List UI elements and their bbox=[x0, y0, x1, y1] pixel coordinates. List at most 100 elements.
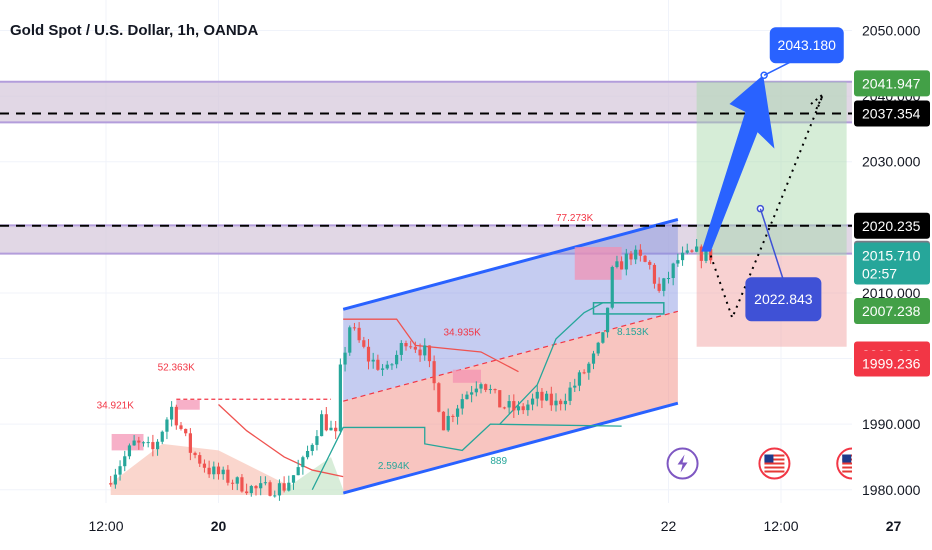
price-tag bbox=[854, 212, 930, 239]
candle-body bbox=[221, 469, 225, 475]
candle-body bbox=[249, 486, 253, 494]
candle-body bbox=[685, 250, 689, 253]
us-flag-stripe bbox=[764, 466, 785, 469]
candle-body bbox=[385, 364, 389, 369]
price-tag bbox=[854, 70, 930, 97]
candle-body bbox=[690, 250, 694, 252]
price-axis-label: 2030.000 bbox=[862, 154, 921, 170]
candle-body bbox=[334, 427, 338, 432]
candle-body bbox=[470, 392, 474, 395]
us-flag-canton bbox=[842, 454, 852, 463]
candle-body bbox=[268, 482, 272, 496]
candle-body bbox=[427, 345, 432, 362]
callout-box-upper bbox=[769, 27, 844, 64]
candle-body bbox=[624, 253, 628, 270]
time-axis-label: 22 bbox=[661, 518, 677, 534]
candle-body bbox=[315, 436, 319, 445]
candle-body bbox=[596, 342, 600, 354]
price-tag bbox=[854, 242, 930, 285]
candle-body bbox=[305, 451, 310, 458]
candle-body bbox=[320, 414, 324, 437]
time-axis-label: 20 bbox=[211, 518, 227, 534]
price-axis-label: 1990.000 bbox=[862, 416, 921, 432]
left-shaded-area bbox=[110, 443, 285, 495]
candle-body bbox=[437, 383, 441, 412]
candle-body bbox=[460, 399, 464, 409]
volume-label: 889 bbox=[490, 456, 507, 467]
volume-label: 52.363K bbox=[158, 362, 196, 373]
candle-body bbox=[545, 393, 549, 401]
candle-body bbox=[512, 401, 516, 411]
candle-body bbox=[573, 385, 577, 388]
candle-body bbox=[230, 482, 235, 484]
candle-body bbox=[338, 364, 342, 432]
candle-body bbox=[151, 442, 155, 450]
price-axis-label: 2050.000 bbox=[862, 23, 921, 39]
resistance-step-line bbox=[218, 403, 344, 478]
time-axis-label: 12:00 bbox=[763, 518, 798, 534]
channel-bottom-line bbox=[342, 401, 679, 495]
candle-body bbox=[296, 467, 300, 476]
candle-body bbox=[676, 260, 680, 264]
us-flag-stripe bbox=[764, 462, 785, 465]
candle-body bbox=[465, 394, 469, 400]
time-axis-label: 12:00 bbox=[88, 518, 123, 534]
price-tag-label: 2041.947 bbox=[862, 75, 921, 91]
callout-pointer bbox=[759, 208, 784, 279]
volume-label: 34.935K bbox=[444, 328, 482, 339]
channel-mid-line bbox=[343, 310, 679, 402]
callout-label-lower: 2022.843 bbox=[754, 291, 813, 307]
candle-body bbox=[507, 401, 511, 408]
candle-body bbox=[376, 359, 380, 370]
volume-label: 34.921K bbox=[97, 400, 135, 411]
candle-body bbox=[184, 428, 188, 434]
candle-body bbox=[516, 406, 521, 411]
candle-body bbox=[198, 455, 202, 464]
candle-body bbox=[582, 372, 586, 374]
candle-body bbox=[118, 466, 122, 475]
us-flag-stripe bbox=[764, 454, 785, 457]
candle-body bbox=[441, 411, 446, 431]
candle-body bbox=[418, 349, 422, 356]
candle-body bbox=[202, 463, 207, 468]
support-step-line bbox=[311, 423, 622, 491]
candle-body bbox=[605, 307, 610, 333]
candle-body bbox=[399, 343, 403, 355]
candle-body bbox=[348, 327, 352, 353]
candle-body bbox=[709, 249, 713, 261]
us-flag-stripe bbox=[764, 458, 785, 461]
candle-body bbox=[521, 406, 525, 411]
candle-body bbox=[193, 452, 197, 456]
candle-body bbox=[263, 482, 267, 484]
candle-body bbox=[113, 474, 117, 485]
candle-body bbox=[404, 343, 408, 347]
callout-box-lower bbox=[745, 277, 822, 322]
candle-body bbox=[277, 483, 282, 496]
candle-body bbox=[615, 261, 619, 267]
volume-box bbox=[176, 399, 200, 410]
candle-body bbox=[577, 372, 582, 386]
candle-body bbox=[535, 391, 539, 399]
candle-body bbox=[165, 419, 169, 432]
candle-body bbox=[530, 398, 535, 405]
candle-body bbox=[423, 345, 427, 356]
candle-body bbox=[291, 475, 296, 483]
price-axis-label: 2010.000 bbox=[862, 285, 921, 301]
candle-body bbox=[212, 466, 216, 475]
us-flag-stripe bbox=[764, 470, 785, 473]
candle-body bbox=[188, 433, 192, 453]
candle-body bbox=[287, 482, 291, 491]
candle-body bbox=[235, 477, 239, 484]
candle-body bbox=[629, 253, 633, 260]
candle-body bbox=[643, 255, 647, 262]
candle-body bbox=[474, 388, 478, 393]
candle-body bbox=[488, 389, 492, 391]
candle-body bbox=[343, 352, 347, 365]
candle-body bbox=[301, 457, 305, 468]
candle-body bbox=[324, 414, 328, 431]
volume-box bbox=[452, 369, 481, 383]
candle-body bbox=[146, 442, 150, 444]
candle-body bbox=[310, 444, 314, 452]
candle-body bbox=[704, 249, 708, 261]
